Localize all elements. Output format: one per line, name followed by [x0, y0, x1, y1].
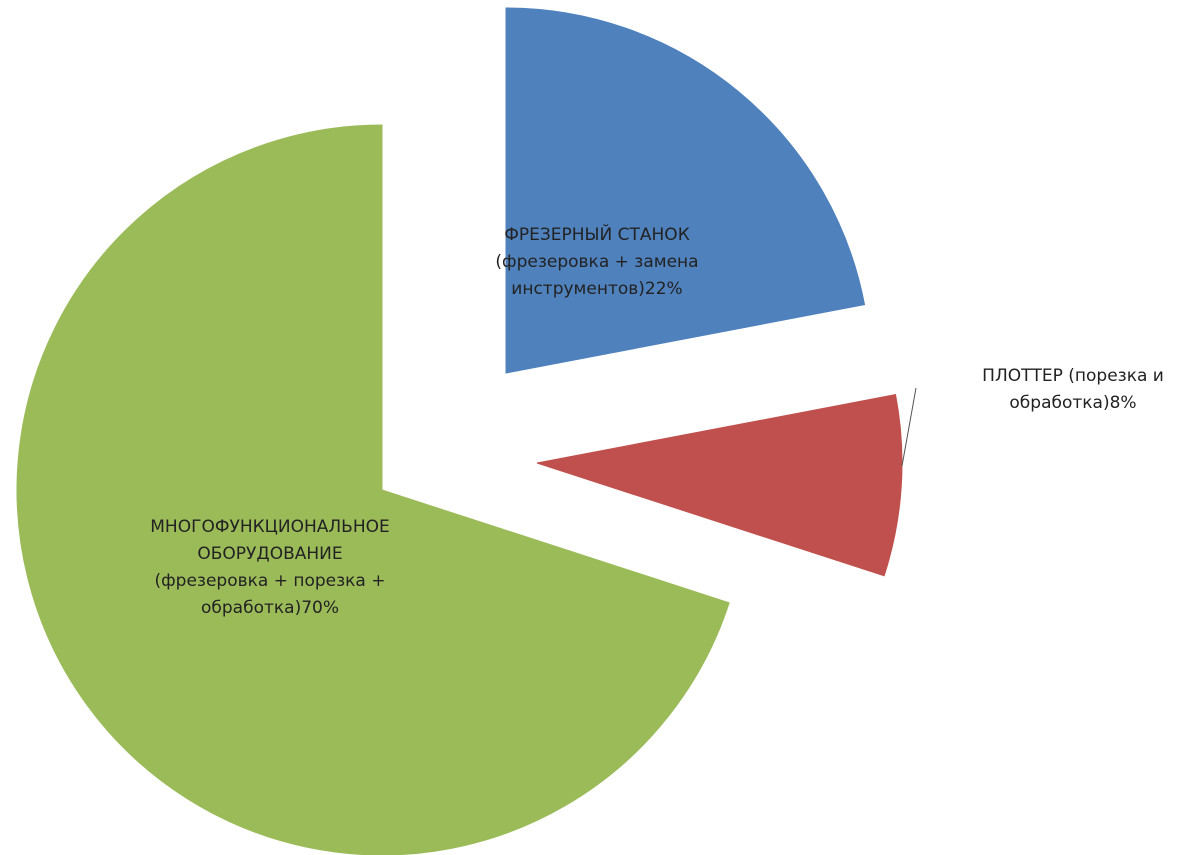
leader-line-2	[901, 387, 917, 467]
slice-label-1-line-2: (фрезеровка + замена	[495, 252, 698, 272]
slice-label-2-line-2: обработка)8%	[1009, 393, 1136, 413]
slice-label-3: МНОГОФУНКЦИОНАЛЬНОЕ ОБОРУДОВАНИЕ (фрезеров…	[150, 517, 390, 618]
slice-label-3-line-3: (фрезеровка + порезка +	[154, 571, 385, 591]
slice-label-1: ФРЕЗЕРНЫЙ СТАНОК (фрезеровка + замена инст…	[495, 223, 698, 299]
slice-label-2-line-1: ПЛОТТЕР (порезка и	[982, 366, 1164, 386]
pie-slice-3	[16, 124, 730, 855]
slice-label-3-line-4: обработка)70%	[201, 598, 339, 618]
slice-label-1-line-1: ФРЕЗЕРНЫЙ СТАНОК	[504, 223, 690, 245]
pie-slice-1	[505, 7, 866, 374]
slice-label-3-line-1: МНОГОФУНКЦИОНАЛЬНОЕ	[150, 517, 390, 537]
slice-label-2: ПЛОТТЕР (порезка и обработка)8%	[982, 366, 1164, 413]
slice-label-1-line-3: инструментов)22%	[511, 279, 682, 299]
pie-slice-2	[536, 394, 903, 577]
slice-label-3-line-2: ОБОРУДОВАНИЕ	[197, 544, 342, 564]
